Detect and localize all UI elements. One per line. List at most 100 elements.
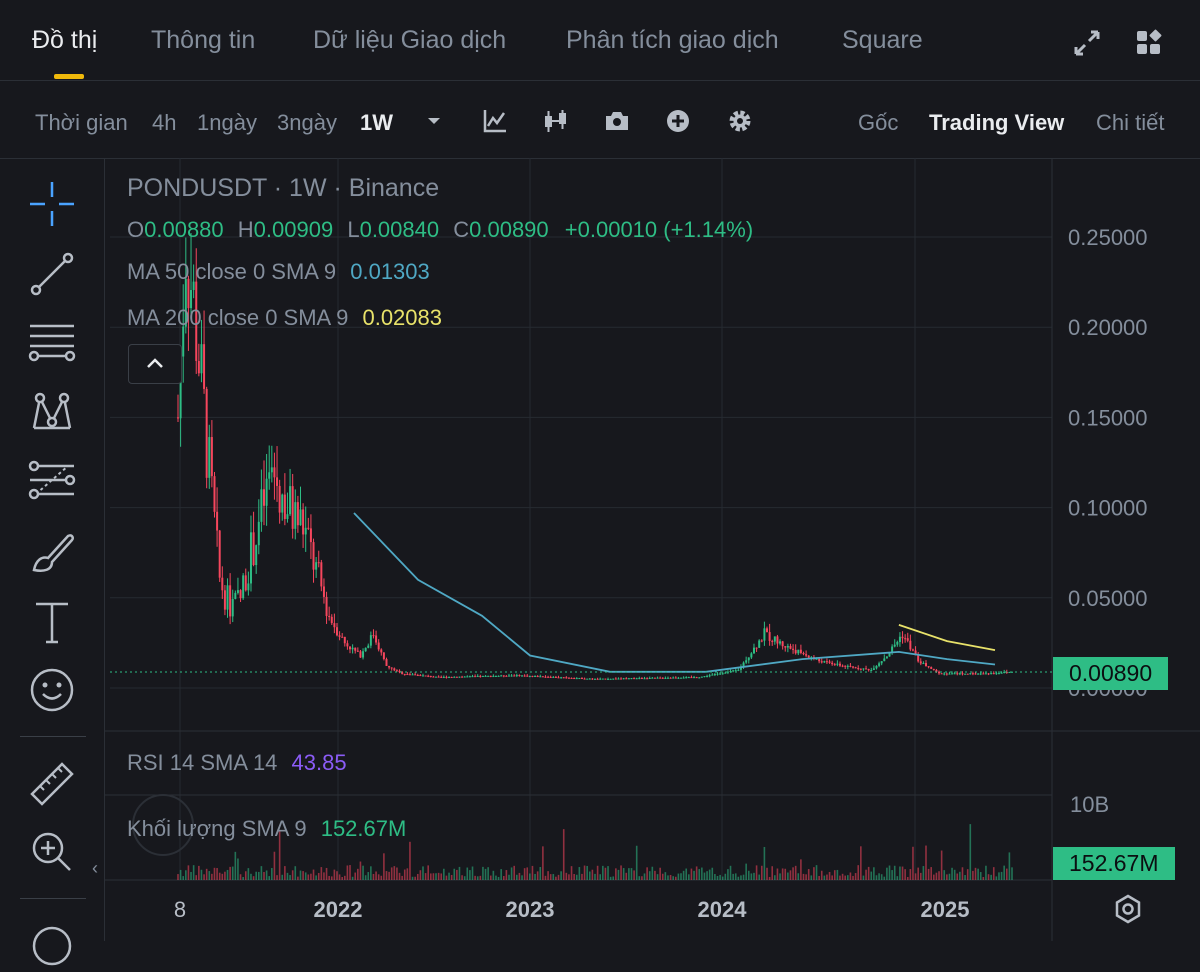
volume-bar <box>948 873 951 880</box>
candle-body <box>208 437 211 478</box>
volume-bar <box>690 868 693 880</box>
candle-body <box>974 673 977 675</box>
tab-square[interactable]: Square <box>842 26 923 54</box>
view-original[interactable]: Gốc <box>858 110 899 135</box>
volume-bar <box>1008 852 1011 880</box>
candle-body <box>229 585 232 617</box>
volume-bar <box>286 872 289 880</box>
volume-bar <box>925 845 927 880</box>
horizontal-lines-icon[interactable] <box>26 316 78 368</box>
view-trading-view[interactable]: Trading View <box>929 110 1065 135</box>
trend-line-icon[interactable] <box>26 248 78 300</box>
pattern-tool-icon[interactable] <box>26 386 78 438</box>
interval-4h[interactable]: 4h <box>152 110 177 135</box>
volume-bar <box>938 871 940 880</box>
candle-body <box>815 658 818 660</box>
ma-line-ma50 <box>353 512 996 673</box>
fibonacci-icon[interactable] <box>26 456 78 508</box>
candle-body <box>617 678 620 680</box>
volume-bar <box>461 875 463 880</box>
candle-body <box>760 640 763 642</box>
chart-settings-icon[interactable] <box>1112 893 1144 925</box>
crosshair-icon[interactable] <box>26 178 78 230</box>
interval-1w[interactable]: 1W <box>360 110 393 135</box>
candle-body <box>458 676 461 678</box>
tab-info[interactable]: Thông tin <box>151 26 256 54</box>
camera-icon[interactable] <box>603 107 631 135</box>
candle-body <box>513 675 516 677</box>
candle-body <box>773 636 776 642</box>
view-detail[interactable]: Chi tiết <box>1096 110 1165 135</box>
volume-bar <box>982 876 985 880</box>
volume-bar <box>552 874 555 880</box>
add-indicator-icon[interactable] <box>664 107 692 135</box>
candle-body <box>588 678 591 680</box>
candle-body <box>708 675 711 677</box>
text-tool-icon[interactable] <box>26 596 78 648</box>
volume-bar <box>951 867 953 880</box>
volume-bar <box>677 873 680 880</box>
volume-bar <box>271 867 273 880</box>
volume-bar <box>456 869 458 880</box>
volume-bar <box>591 869 594 880</box>
brush-icon[interactable] <box>26 526 78 578</box>
indicator-chart-icon[interactable] <box>481 107 509 135</box>
ruler-icon[interactable] <box>26 758 78 810</box>
volume-bar <box>935 872 938 880</box>
zoom-in-icon[interactable] <box>26 826 78 878</box>
volume-bar <box>930 867 933 880</box>
settings-gear-icon[interactable] <box>726 107 754 135</box>
candle-body <box>234 592 237 599</box>
volume-bar <box>776 868 779 880</box>
candle-body <box>966 673 969 675</box>
fullscreen-icon[interactable] <box>1072 28 1102 58</box>
candle-body <box>375 635 378 643</box>
tab-trading-analysis[interactable]: Phân tích giao dịch <box>566 26 779 54</box>
tab-chart[interactable]: Đồ thị <box>32 26 98 54</box>
candle-body <box>278 485 281 513</box>
candle-body <box>591 678 594 680</box>
candle-body <box>643 678 646 680</box>
volume-bar <box>836 869 839 880</box>
volume-bar <box>198 865 200 880</box>
y-tick-label: 0.10000 <box>1068 496 1148 521</box>
volume-bar <box>380 875 383 880</box>
collapse-legend-button[interactable] <box>128 344 182 384</box>
interval-1day[interactable]: 1ngày <box>197 110 257 135</box>
tab-trading-data[interactable]: Dữ liệu Giao dịch <box>313 26 507 54</box>
volume-bar <box>502 876 505 880</box>
volume-bar <box>698 869 701 880</box>
candle-body <box>635 678 638 680</box>
candle-body <box>771 640 774 642</box>
collapse-toolbar-icon[interactable]: ‹ <box>92 858 98 878</box>
price-chart[interactable]: 0.000000.050000.100000.150000.200000.250… <box>0 0 1200 941</box>
layout-grid-icon[interactable] <box>1134 28 1164 58</box>
volume-bar <box>328 875 330 880</box>
volume-bar <box>278 830 281 880</box>
volume-bar <box>656 874 659 880</box>
candle-body <box>247 583 250 591</box>
candle-body <box>935 669 938 672</box>
volume-bar <box>242 876 244 880</box>
volume-bar <box>729 865 732 880</box>
volume-bar <box>807 869 810 880</box>
volume-bar <box>458 866 461 880</box>
volume-bar <box>466 867 469 880</box>
emoji-icon[interactable] <box>26 664 78 716</box>
volume-bar <box>231 866 234 880</box>
candle-body <box>411 674 414 676</box>
volume-bar <box>810 875 813 880</box>
candle-body <box>187 278 190 309</box>
volume-bar <box>304 872 307 880</box>
volume-bar <box>536 871 539 880</box>
volume-bar <box>516 874 518 880</box>
candlestick-type-icon[interactable] <box>542 107 570 135</box>
candle-body <box>570 677 573 679</box>
volume-value: 152.67M <box>320 816 407 841</box>
candle-body <box>210 437 213 477</box>
chevron-down-icon[interactable] <box>420 107 448 135</box>
interval-3day[interactable]: 3ngày <box>277 110 337 135</box>
candle-body <box>257 521 260 546</box>
volume-bar <box>839 875 841 880</box>
candle-body <box>846 665 849 667</box>
